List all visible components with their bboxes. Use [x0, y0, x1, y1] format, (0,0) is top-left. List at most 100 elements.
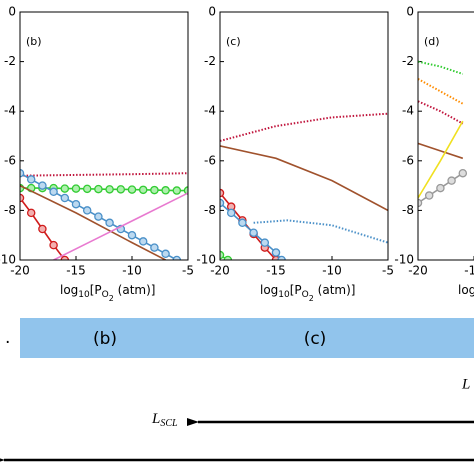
x-label-part: 2	[309, 294, 314, 303]
series-line	[418, 120, 464, 199]
series-line	[20, 184, 166, 260]
x-label-part: [P	[90, 283, 102, 297]
x-label-part: O	[302, 290, 309, 300]
series-line	[418, 100, 464, 125]
marker	[105, 185, 114, 194]
marker	[138, 237, 148, 246]
y-tick-label: -8	[402, 203, 414, 217]
x-label-part: [P	[290, 283, 302, 297]
y-tick-label: -10	[394, 253, 414, 267]
x-label-part: 10	[78, 290, 90, 300]
x-axis-label: log10[PO2 (atm)]	[260, 283, 355, 303]
marker	[94, 184, 103, 194]
marker	[116, 185, 126, 194]
series-line	[418, 142, 464, 160]
marker	[424, 191, 434, 200]
marker	[418, 198, 423, 208]
marker	[94, 212, 103, 221]
panel-label: (c)	[226, 35, 241, 48]
y-tick-label: -2	[204, 54, 216, 68]
series-line	[220, 145, 388, 212]
x-label-part: (atm)]	[314, 283, 356, 297]
series-line	[20, 172, 188, 177]
marker	[20, 168, 25, 178]
l: L	[151, 411, 160, 427]
x-tick-label: -10	[322, 264, 342, 278]
plot-area	[220, 112, 388, 260]
marker	[220, 198, 225, 208]
y-tick-label: -6	[4, 153, 16, 167]
x-label-part: 2	[109, 294, 114, 303]
marker	[60, 184, 70, 193]
x-tick-label: -5	[382, 264, 394, 278]
marker	[38, 181, 47, 190]
x-tick-label: -15	[464, 264, 474, 278]
y-tick-label: -8	[204, 203, 216, 217]
y-tick-label: -2	[4, 54, 16, 68]
marker	[20, 193, 25, 203]
marker	[49, 187, 58, 197]
l-label: L	[461, 376, 470, 392]
x-label-part: (atm)]	[114, 283, 156, 297]
x-tick-label: -10	[122, 264, 142, 278]
marker	[60, 193, 70, 203]
marker	[49, 240, 58, 250]
x-axis-label: log10[PO2 (atm)]	[60, 283, 155, 303]
marker	[260, 238, 270, 247]
x-tick-label: -20	[210, 264, 230, 278]
y-tick-label: -6	[402, 153, 414, 167]
x-label-part: 10	[278, 290, 290, 300]
marker	[172, 186, 182, 195]
marker	[220, 188, 225, 198]
band-label: (c)	[304, 329, 327, 349]
dot: .	[5, 328, 10, 348]
plot-frame	[19, 11, 189, 261]
x-label-part: log	[60, 283, 78, 297]
marker	[82, 184, 92, 194]
x-tick-label: -20	[10, 264, 30, 278]
marker	[127, 230, 137, 240]
marker	[71, 199, 81, 209]
y-tick-label: -10	[196, 253, 216, 267]
band-label: (b)	[93, 329, 117, 349]
y-tick-label: -10	[0, 253, 16, 267]
marker	[226, 208, 236, 218]
y-tick-label: -4	[4, 104, 16, 118]
x-tick-label: -15	[266, 264, 286, 278]
marker	[150, 243, 159, 252]
band	[20, 318, 474, 358]
marker	[71, 184, 81, 193]
panel: 0 -2 -4 -6 -8 -10-20 -15 log10[PO2 (atm)] (d)	[394, 5, 474, 303]
panel-label: (b)	[26, 35, 42, 48]
y-tick-label: -6	[204, 153, 216, 167]
series-line	[418, 60, 464, 75]
marker	[82, 206, 92, 215]
x-label-part: log	[458, 283, 474, 297]
x-axis-label: log10[PO2 (atm)]	[458, 283, 474, 303]
marker	[26, 175, 36, 184]
marker	[436, 183, 445, 193]
series-line	[253, 219, 388, 244]
x-label-part: log	[260, 283, 278, 297]
marker	[150, 185, 159, 195]
y-tick-label: -4	[402, 104, 414, 118]
plot-area	[20, 168, 188, 260]
series-line	[53, 192, 188, 260]
marker	[271, 248, 281, 257]
x-label-part: O	[102, 290, 109, 300]
plot-frame	[219, 11, 389, 261]
marker	[249, 228, 258, 237]
x-tick-label: -20	[408, 264, 428, 278]
marker	[238, 218, 247, 228]
plot-frame	[417, 11, 474, 261]
x-tick-label: -5	[182, 264, 194, 278]
marker	[38, 224, 47, 234]
y-tick-label: 0	[208, 5, 216, 19]
y-tick-label: -2	[402, 54, 414, 68]
marker	[127, 185, 137, 194]
y-tick-label: -4	[204, 104, 216, 118]
